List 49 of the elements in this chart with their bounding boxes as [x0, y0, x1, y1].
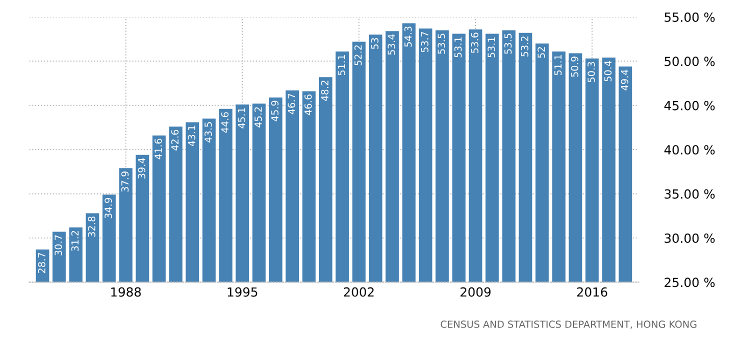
- data-label: 34.9: [104, 198, 112, 218]
- text: CENSUS AND STATISTICS DEPARTMENT, HONG KONG: [440, 320, 696, 329]
- x-tick-label: 2009: [460, 287, 491, 297]
- y-tick-label: 35.00 %: [664, 189, 715, 199]
- data-label: 43.1: [188, 126, 196, 146]
- data-label: 52.2: [354, 45, 362, 66]
- data-label: 49.4: [620, 70, 628, 90]
- data-label: 46.6: [304, 94, 312, 116]
- x-tick-label: 2016: [577, 287, 608, 297]
- data-label: 53.1: [488, 37, 496, 58]
- data-label: 53.1: [454, 37, 462, 58]
- data-label: 53.7: [421, 32, 428, 52]
- data-label: 50.9: [570, 56, 578, 77]
- data-label: 50.3: [588, 62, 595, 82]
- data-label: 53.2: [520, 36, 528, 56]
- data-label: 45.2: [254, 107, 262, 128]
- data-label: 53.4: [388, 34, 396, 55]
- data-label: 51.1: [338, 55, 346, 76]
- data-label: 31.2: [71, 231, 79, 251]
- y-tick-label: 25.00 %: [664, 278, 715, 288]
- data-label: 39.4: [138, 158, 146, 178]
- data-label: 53.5: [504, 34, 512, 54]
- y-tick-label: 55.00 %: [664, 12, 715, 22]
- data-label: 32.8: [88, 216, 96, 237]
- y-tick-label: 45.00 %: [664, 100, 715, 110]
- data-label: 51.1: [554, 55, 562, 76]
- data-label: 30.7: [54, 235, 62, 256]
- x-tick-label: 2002: [344, 287, 374, 297]
- data-label: 45.9: [271, 100, 279, 122]
- data-label: 52: [538, 47, 545, 58]
- data-label: 28.7: [38, 252, 46, 274]
- data-label: 46.7: [288, 94, 296, 114]
- data-label: 50.4: [604, 60, 612, 82]
- data-label: 53: [371, 38, 378, 49]
- data-label: 53.5: [438, 34, 446, 54]
- y-tick-label: 50.00 %: [664, 56, 715, 66]
- data-label: 37.9: [121, 172, 129, 192]
- data-label: 42.6: [171, 130, 179, 150]
- y-tick-label: 40.00 %: [664, 145, 715, 155]
- data-label: 43.5: [204, 122, 212, 142]
- x-tick-label: 1988: [111, 287, 141, 297]
- data-label: 41.6: [154, 138, 162, 160]
- x-tick-label: 1995: [228, 287, 258, 297]
- data-label: 45.1: [238, 108, 246, 128]
- data-label: 54.3: [404, 26, 412, 47]
- data-label: 44.6: [221, 112, 229, 133]
- data-label: 48.2: [321, 80, 328, 101]
- data-label: 53.6: [471, 32, 478, 53]
- y-tick-label: 30.00 %: [664, 233, 715, 243]
